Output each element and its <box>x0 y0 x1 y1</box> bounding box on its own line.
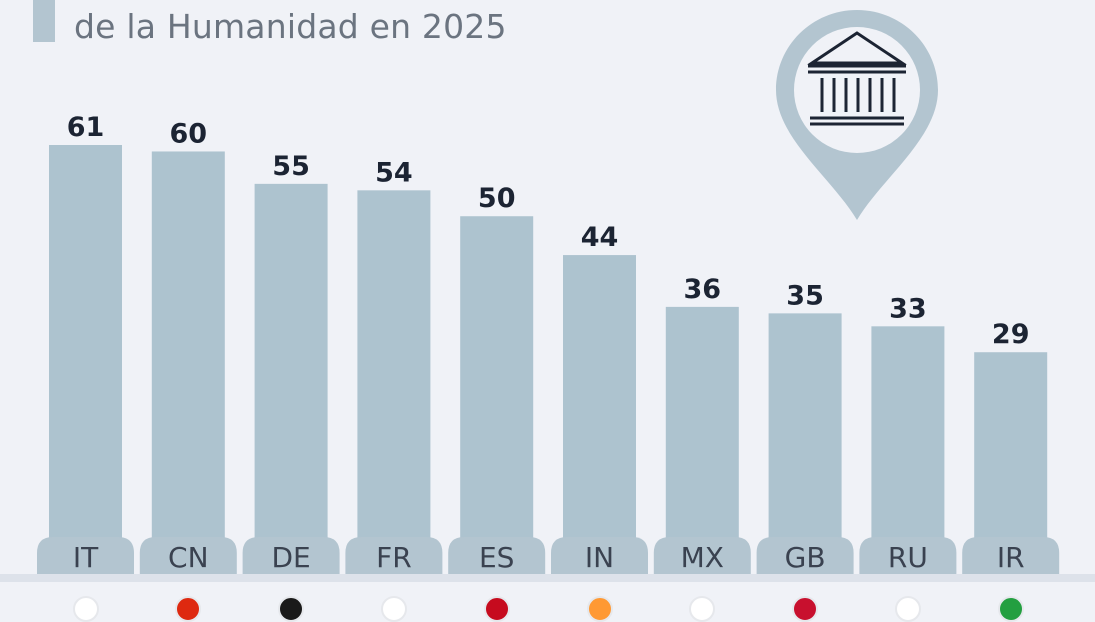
value-label-ru: 33 <box>889 293 927 324</box>
category-label-gb: GB <box>785 541 826 574</box>
bar-de <box>254 183 328 545</box>
bar-fr <box>357 190 431 545</box>
category-label-cn: CN <box>168 541 209 574</box>
category-tab-ir <box>962 537 1060 577</box>
category-label-mx: MX <box>681 541 724 574</box>
bar-it <box>49 145 122 545</box>
category-tab-mx <box>653 537 751 577</box>
museum-location-pin-icon <box>772 8 942 232</box>
bar-ir <box>974 352 1048 545</box>
category-tab-es <box>448 537 546 577</box>
category-label-ir: IR <box>997 541 1025 574</box>
value-label-es: 50 <box>478 183 516 214</box>
bar-es <box>460 216 534 546</box>
bar-chart: IT 61 CN 60 DE 55 FR 54 ES 50 IN 44 MX 36 GB 35 RU 33 IR 29 <box>37 112 1060 577</box>
category-label-it: IT <box>73 541 99 574</box>
category-label-ru: RU <box>888 541 928 574</box>
value-label-in: 44 <box>581 222 619 253</box>
value-label-ir: 29 <box>992 319 1030 350</box>
category-tab-it <box>37 537 134 577</box>
chart-subtitle: de la Humanidad en 2025 <box>74 7 507 46</box>
title-accent-bar <box>33 0 55 42</box>
category-tab-de <box>242 537 340 577</box>
flag-row <box>0 590 1095 622</box>
value-label-mx: 36 <box>684 274 722 305</box>
category-tab-ru <box>859 537 957 577</box>
value-label-cn: 60 <box>170 118 208 149</box>
category-label-es: ES <box>479 541 514 574</box>
bar-gb <box>768 313 842 545</box>
chart-baseline <box>0 574 1095 582</box>
category-label-de: DE <box>271 541 310 574</box>
category-tab-gb <box>756 537 854 577</box>
category-tab-cn <box>139 537 237 577</box>
bar-in <box>563 255 636 545</box>
category-tab-fr <box>345 537 443 577</box>
value-label-it: 61 <box>67 112 105 143</box>
bar-cn <box>151 151 225 545</box>
category-label-in: IN <box>585 541 614 574</box>
value-label-de: 55 <box>272 151 310 182</box>
bar-ru <box>871 326 945 545</box>
value-label-fr: 54 <box>375 157 413 188</box>
category-tab-in <box>551 537 648 577</box>
value-label-gb: 35 <box>786 280 824 311</box>
bar-mx <box>665 306 739 545</box>
category-label-fr: FR <box>376 541 412 574</box>
